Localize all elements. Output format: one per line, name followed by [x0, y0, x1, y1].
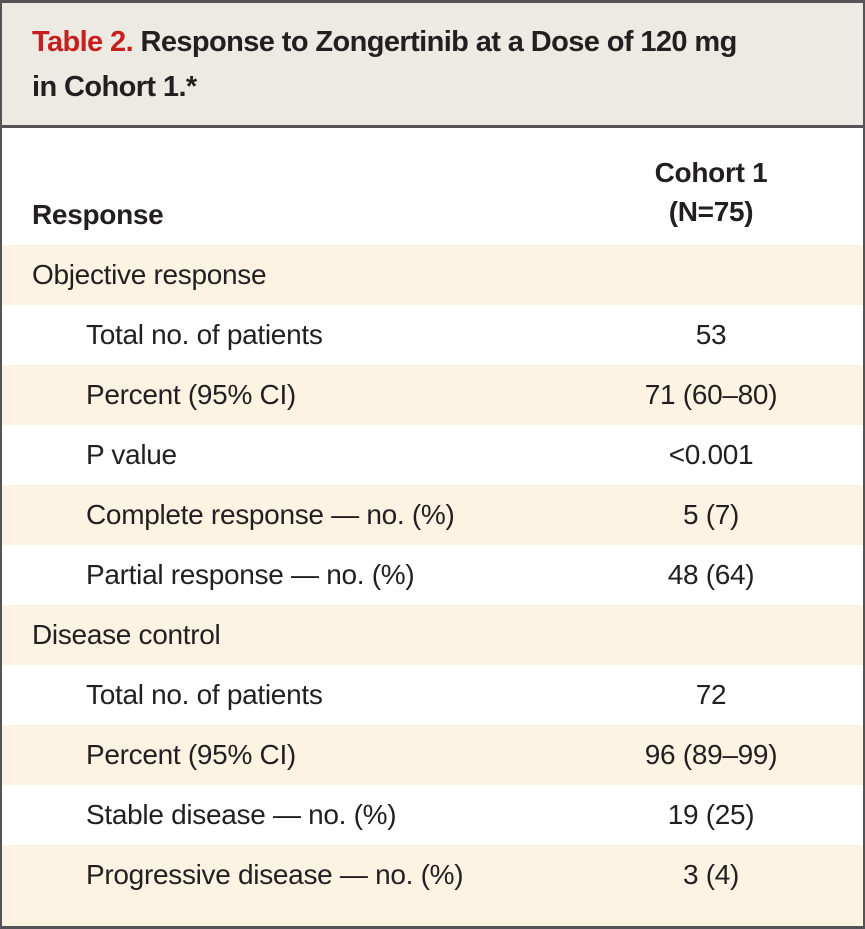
row-label: P value — [86, 439, 177, 470]
row-value: 19 (25) — [667, 799, 755, 830]
table-row: P value <0.001 — [2, 425, 863, 485]
row-label: Total no. of patients — [86, 319, 323, 350]
row-label: Progressive disease — no. (%) — [86, 859, 464, 890]
row-value: 48 (64) — [667, 559, 755, 590]
table-body: Response Cohort 1 (N=75) Objective respo… — [2, 128, 863, 926]
table-header-row: Response Cohort 1 (N=75) — [2, 128, 863, 245]
table-row: Stable disease — no. (%) 19 (25) — [2, 785, 863, 845]
table-section-row: Objective response — [2, 245, 863, 305]
table-number-label: Table 2. — [32, 26, 134, 58]
row-value: 3 (4) — [682, 859, 740, 890]
table-section-row: Disease control — [2, 605, 863, 665]
row-label: Complete response — no. (%) — [86, 499, 455, 530]
row-label: Stable disease — no. (%) — [86, 799, 397, 830]
table-row: Total no. of patients 53 — [2, 305, 863, 365]
table-row: Partial response — no. (%) 48 (64) — [2, 545, 863, 605]
row-value: 5 (7) — [682, 499, 740, 530]
footer-strip — [2, 905, 863, 926]
row-value: 72 — [695, 679, 727, 710]
row-label: Objective response — [32, 259, 267, 290]
row-label: Partial response — no. (%) — [86, 559, 415, 590]
table-row: Complete response — no. (%) 5 (7) — [2, 485, 863, 545]
table-row: Percent (95% CI) 96 (89–99) — [2, 725, 863, 785]
row-label: Percent (95% CI) — [86, 379, 296, 410]
column-header-response: Response — [32, 199, 164, 230]
row-value: 53 — [695, 319, 727, 350]
row-label: Percent (95% CI) — [86, 739, 296, 770]
row-label: Total no. of patients — [86, 679, 323, 710]
row-label: Disease control — [32, 619, 221, 650]
row-value: 96 (89–99) — [644, 739, 778, 770]
column-header-cohort: Cohort 1 (N=75) — [571, 153, 851, 231]
table-row: Percent (95% CI) 71 (60–80) — [2, 365, 863, 425]
table-row: Progressive disease — no. (%) 3 (4) — [2, 845, 863, 905]
column-header-cohort-name: Cohort 1 — [654, 157, 768, 188]
column-header-cohort-n: (N=75) — [668, 196, 754, 227]
table-title: Table 2. Response to Zongertinib at a Do… — [2, 3, 863, 128]
table-row: Total no. of patients 72 — [2, 665, 863, 725]
row-value: <0.001 — [668, 439, 754, 470]
table-rows: Objective response Total no. of patients 5… — [2, 245, 863, 905]
table-title-line1: Response to Zongertinib at a Dose of 120… — [140, 26, 738, 58]
table-title-line2: in Cohort 1.* — [32, 71, 197, 103]
row-value: 71 (60–80) — [644, 379, 778, 410]
